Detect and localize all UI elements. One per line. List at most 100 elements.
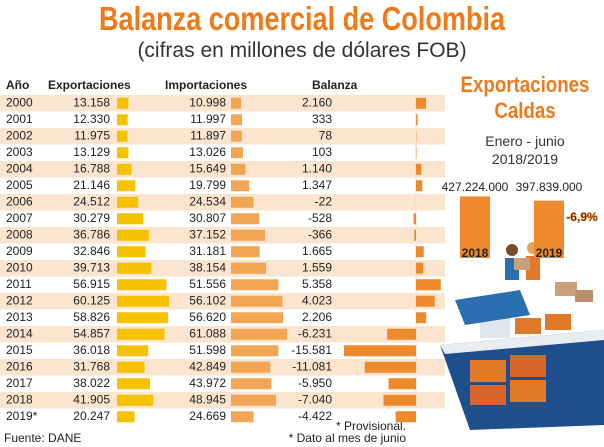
bar bbox=[231, 229, 266, 241]
bar bbox=[117, 180, 136, 192]
value-label: 32.846 bbox=[73, 244, 110, 258]
bar bbox=[416, 180, 423, 192]
bar bbox=[416, 312, 427, 324]
value-label: -528 bbox=[308, 211, 332, 225]
value-label: -6.231 bbox=[298, 326, 332, 340]
bar bbox=[117, 147, 129, 159]
row-stripe bbox=[0, 227, 445, 244]
value-label: 56.915 bbox=[73, 277, 110, 291]
year-label: 2017 bbox=[6, 376, 33, 390]
value-label: 1.559 bbox=[302, 260, 332, 274]
value-label: 42.849 bbox=[189, 359, 226, 373]
bar bbox=[117, 345, 149, 357]
row-stripe bbox=[0, 359, 445, 376]
value-label: 56.620 bbox=[189, 310, 226, 324]
value-label: 15.649 bbox=[189, 161, 226, 175]
bar bbox=[117, 361, 145, 373]
value-label: 60.125 bbox=[73, 293, 110, 307]
bar bbox=[395, 411, 416, 423]
bar bbox=[387, 328, 416, 340]
bar bbox=[414, 229, 416, 241]
value-label: 43.972 bbox=[189, 376, 226, 390]
value-label: 12.330 bbox=[73, 112, 110, 126]
bar bbox=[117, 378, 150, 390]
caldas-title: Exportaciones Caldas bbox=[460, 72, 590, 123]
value-label: 61.088 bbox=[189, 326, 226, 340]
value-label: 78 bbox=[319, 128, 333, 142]
value-label: 13.129 bbox=[73, 145, 110, 159]
value-label: 1.347 bbox=[302, 178, 332, 192]
year-label: 2015 bbox=[6, 343, 33, 357]
bar bbox=[231, 114, 243, 126]
value-label: 41.905 bbox=[73, 392, 110, 406]
year-label: 2000 bbox=[6, 95, 33, 109]
row-stripe bbox=[0, 95, 445, 112]
year-label: 2002 bbox=[6, 128, 33, 142]
row-stripe bbox=[0, 293, 445, 310]
column-header: Exportaciones bbox=[48, 78, 131, 92]
value-label: 13.026 bbox=[189, 145, 226, 159]
bar bbox=[416, 114, 418, 126]
value-label: 397.839.000 bbox=[516, 180, 583, 194]
bar bbox=[231, 411, 254, 423]
bar bbox=[416, 246, 424, 258]
bar bbox=[117, 394, 154, 406]
bar bbox=[231, 361, 271, 373]
year-label: 2014 bbox=[6, 326, 33, 340]
bar bbox=[117, 196, 139, 208]
bar bbox=[117, 262, 152, 274]
value-label: 48.945 bbox=[189, 392, 226, 406]
value-label: 20.247 bbox=[73, 409, 110, 423]
bar bbox=[231, 394, 276, 406]
value-label: 2.160 bbox=[302, 95, 332, 109]
row-stripe bbox=[0, 161, 445, 178]
bar bbox=[231, 130, 242, 142]
row-stripe bbox=[0, 392, 445, 409]
value-label: 103 bbox=[312, 145, 332, 159]
row-stripe bbox=[0, 194, 445, 211]
bar bbox=[231, 262, 267, 274]
bar bbox=[416, 295, 435, 307]
value-label: -7.040 bbox=[298, 392, 332, 406]
value-label: -5.950 bbox=[298, 376, 332, 390]
source: Fuente: DANE bbox=[4, 431, 81, 445]
bar bbox=[117, 97, 129, 109]
value-label: 11.997 bbox=[190, 112, 226, 126]
bar bbox=[231, 295, 283, 307]
bar bbox=[416, 279, 441, 291]
bar bbox=[117, 328, 165, 340]
bar bbox=[534, 200, 564, 258]
value-label: -366 bbox=[308, 227, 332, 241]
value-label: 21.146 bbox=[73, 178, 110, 192]
bar bbox=[231, 279, 279, 291]
year-label: 2008 bbox=[6, 227, 33, 241]
bar bbox=[231, 378, 272, 390]
value-label: 16.788 bbox=[73, 161, 110, 175]
bar bbox=[117, 279, 167, 291]
bar bbox=[383, 394, 416, 406]
bar bbox=[231, 163, 246, 175]
value-label: 38.022 bbox=[73, 376, 110, 390]
value-label: 56.102 bbox=[189, 293, 226, 307]
year-label: 2018 bbox=[6, 392, 33, 406]
value-label: 19.799 bbox=[189, 178, 226, 192]
value-label: 1.665 bbox=[302, 244, 332, 258]
value-label: 54.857 bbox=[73, 326, 110, 340]
year-label: 2004 bbox=[6, 161, 33, 175]
bar bbox=[117, 213, 144, 225]
bar bbox=[388, 378, 416, 390]
value-label: -11.081 bbox=[292, 359, 332, 373]
bar bbox=[117, 246, 146, 258]
value-label: 31.768 bbox=[73, 359, 110, 373]
year-label: 2012 bbox=[6, 293, 33, 307]
year-label: 2007 bbox=[6, 211, 33, 225]
value-label: -15.581 bbox=[291, 343, 332, 357]
bar bbox=[416, 262, 424, 274]
value-label: 36.018 bbox=[73, 343, 110, 357]
footnote: * Dato al mes de junio bbox=[289, 431, 407, 445]
year-label: 2001 bbox=[6, 112, 33, 126]
bar bbox=[117, 295, 170, 307]
row-stripe bbox=[0, 326, 445, 343]
year-label: 2019* bbox=[6, 409, 38, 423]
